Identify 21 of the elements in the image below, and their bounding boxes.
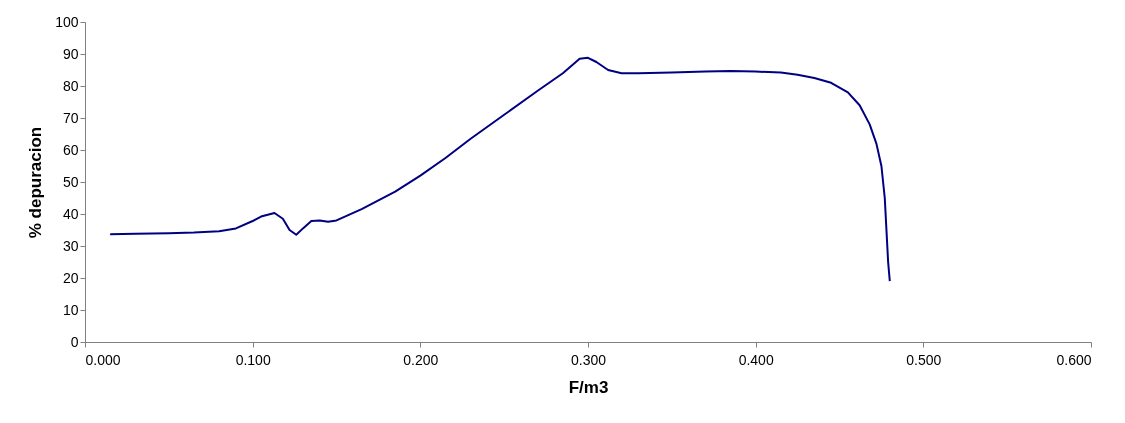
- y-tick-label: 80: [62, 77, 79, 94]
- y-tick-label: 100: [55, 13, 79, 30]
- y-axis-title: % depuracion: [26, 126, 46, 239]
- y-tick-label: 50: [62, 173, 79, 190]
- x-tick-label: 0.200: [403, 351, 439, 368]
- y-tick-label: 60: [62, 141, 79, 158]
- x-tick-label: 0.100: [235, 351, 271, 368]
- line-series: [109, 56, 891, 283]
- x-tick-label: 0.500: [906, 351, 942, 368]
- y-tick-label: 30: [62, 237, 79, 254]
- y-tick-label: 0: [70, 333, 79, 350]
- x-tick-label: 0.000: [85, 351, 121, 368]
- x-tick-label: 0.300: [570, 351, 607, 368]
- y-tick-label: 40: [62, 205, 79, 222]
- x-tick-label: 0.400: [738, 351, 774, 368]
- x-tick-label: 0.600: [1056, 351, 1092, 368]
- y-tick-label: 70: [62, 109, 79, 126]
- x-axis-title: F/m3: [568, 377, 609, 397]
- y-tick-label: 20: [62, 269, 79, 286]
- y-tick-label: 90: [62, 45, 79, 62]
- y-tick-label: 10: [62, 301, 79, 318]
